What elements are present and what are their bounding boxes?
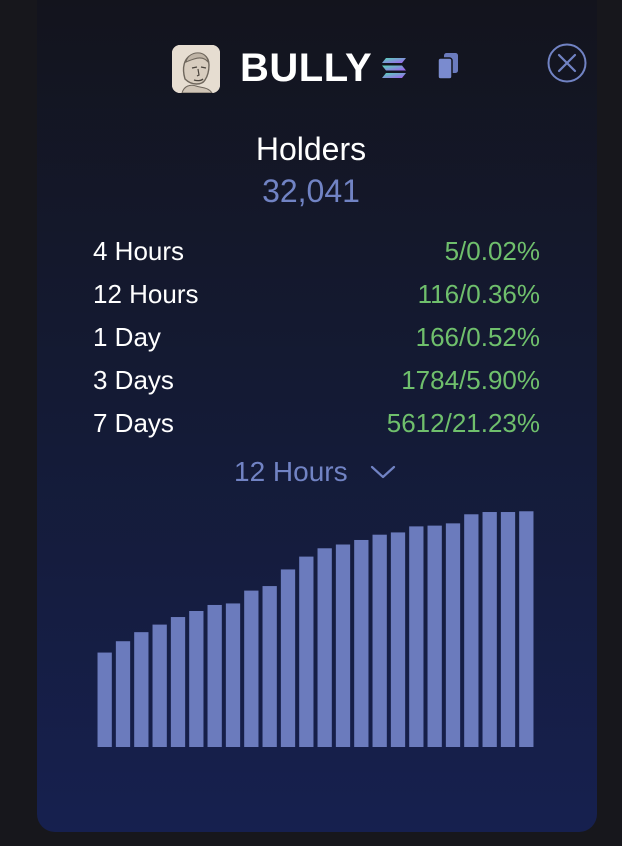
period-dropdown[interactable]: 12 Hours: [234, 452, 396, 492]
solana-icon: [381, 57, 407, 79]
chart-bar: [482, 512, 497, 747]
change-row-label: 1 Day: [93, 322, 161, 352]
chart-bar: [372, 534, 387, 747]
change-row-label: 12 Hours: [93, 279, 199, 309]
chart-bar: [317, 548, 332, 747]
chart-bar: [445, 523, 461, 747]
change-row-label: 7 Days: [93, 408, 174, 438]
chart-bar: [427, 525, 442, 747]
change-row-value: 5/0.02%: [444, 236, 540, 266]
chart-bar: [207, 604, 222, 747]
copy-icon[interactable]: [436, 52, 460, 80]
chart-bar: [299, 556, 314, 747]
change-row-value: 116/0.36%: [417, 279, 540, 309]
chart-bar: [335, 544, 351, 747]
change-row-label: 3 Days: [93, 365, 174, 395]
chart-bar: [225, 603, 241, 747]
bust-statue-avatar: [172, 45, 220, 93]
token-name: BULLY: [240, 46, 373, 90]
change-row-12-hours: 12 Hours 116/0.36%: [93, 273, 540, 316]
chart-bar: [170, 617, 186, 747]
chart-bar: [152, 624, 167, 747]
change-row-1-day: 1 Day 166/0.52%: [93, 316, 540, 359]
close-circle-icon: [547, 43, 587, 83]
chart-bar: [390, 532, 406, 747]
chart-bar: [244, 590, 259, 747]
change-row-value: 5612/21.23%: [386, 408, 540, 438]
token-header: BULLY: [0, 0, 622, 130]
chart-bar: [115, 641, 131, 747]
holders-title: Holders: [255, 131, 367, 167]
holders-bar-chart: [97, 511, 534, 747]
holders-total: 32,041: [262, 173, 360, 209]
chart-bar: [500, 512, 516, 747]
close-button[interactable]: [547, 43, 587, 83]
change-row-3-days: 3 Days 1784/5.90%: [93, 359, 540, 402]
holder-changes-list: 4 Hours 5/0.02% 12 Hours 116/0.36% 1 Day…: [93, 230, 540, 445]
change-row-4-hours: 4 Hours 5/0.02%: [93, 230, 540, 273]
chart-bar: [97, 652, 112, 747]
chart-bar: [134, 632, 149, 747]
change-row-7-days: 7 Days 5612/21.23%: [93, 402, 540, 445]
chart-bar: [262, 586, 277, 747]
change-row-value: 1784/5.90%: [401, 365, 540, 395]
period-dropdown-label: 12 Hours: [234, 456, 348, 487]
chart-bar: [464, 514, 479, 747]
chevron-down-icon: [370, 465, 395, 479]
chart-bar: [409, 526, 424, 747]
change-row-label: 4 Hours: [93, 236, 185, 266]
change-row-value: 166/0.52%: [415, 322, 540, 352]
chart-bar: [280, 569, 296, 747]
chart-bar: [189, 611, 204, 747]
chart-bar: [519, 511, 534, 747]
chart-bar: [354, 539, 369, 747]
